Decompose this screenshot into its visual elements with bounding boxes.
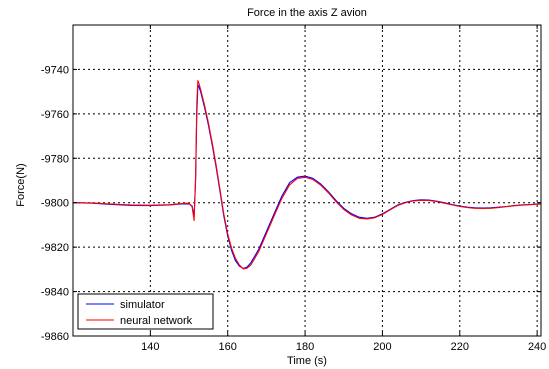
y-tick-label: -9860 [41, 331, 69, 343]
y-tick-label: -9800 [41, 198, 69, 210]
grid-lines [73, 25, 541, 336]
x-tick-label: 200 [373, 341, 391, 353]
x-tick-label: 220 [451, 341, 469, 353]
x-tick-label: 240 [528, 341, 546, 353]
x-tick-label: 180 [296, 341, 314, 353]
legend-label-simulator: simulator [120, 299, 165, 311]
y-tick-label: -9820 [41, 242, 69, 254]
y-axis-label: Force(N) [15, 163, 27, 206]
axis-ticks: 140 160 180 200 220 240 -9860 -9840 -9820 -9800 -9… [41, 25, 546, 353]
x-tick-label: 160 [219, 341, 237, 353]
chart-title: Force in the axis Z avion [247, 7, 367, 19]
series-line-neural-network [72, 79, 542, 270]
y-tick-label: -9760 [41, 109, 69, 121]
plot-frame [72, 24, 542, 337]
x-axis-label: Time (s) [287, 355, 327, 367]
plot-area [73, 25, 541, 336]
legend: simulator neural network [77, 293, 214, 330]
legend-label-neural-network: neural network [120, 315, 193, 327]
series-lines [72, 79, 542, 270]
x-tick-label: 140 [141, 341, 159, 353]
y-tick-label: -9740 [41, 64, 69, 76]
y-tick-label: -9780 [41, 153, 69, 165]
y-tick-label: -9840 [41, 287, 69, 299]
legend-box [77, 293, 214, 330]
